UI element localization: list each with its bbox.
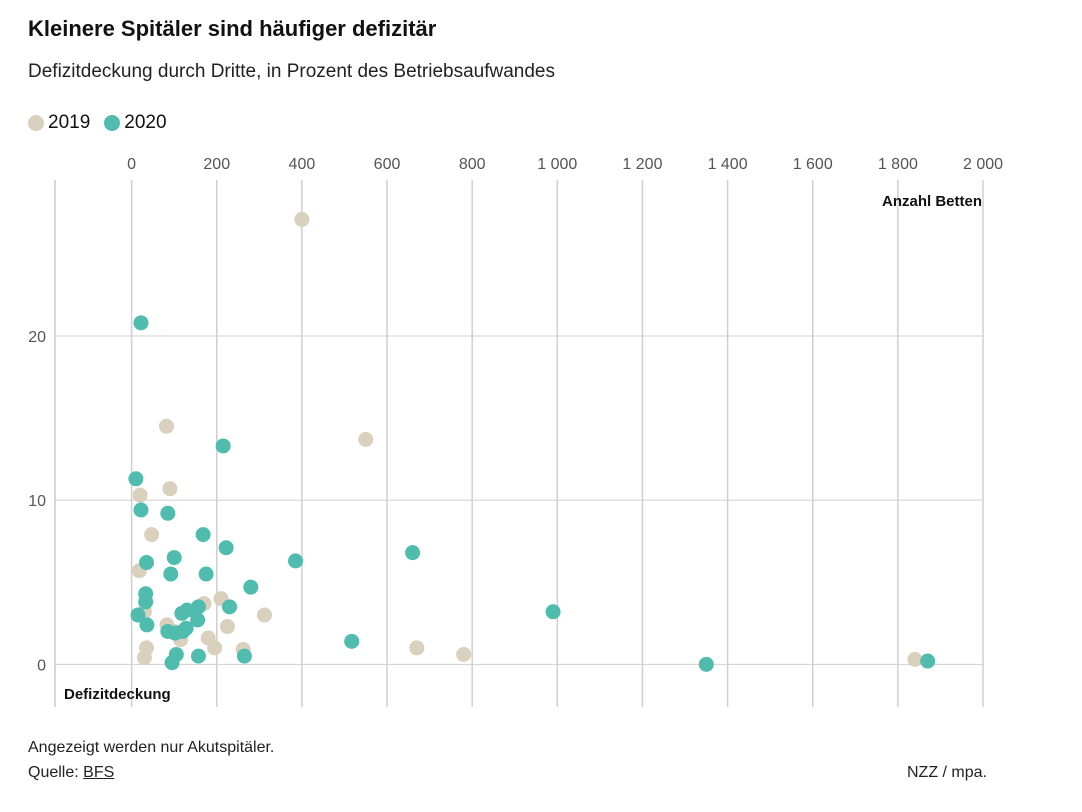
- point-2020: [130, 607, 146, 623]
- x-tick-label: 1 000: [537, 156, 577, 173]
- point-2020: [164, 655, 180, 671]
- point-2020: [167, 625, 183, 641]
- x-tick-label: 1 800: [878, 156, 918, 173]
- point-2020: [139, 555, 155, 571]
- legend-dot-2019: [28, 115, 44, 131]
- point-2019: [136, 650, 152, 666]
- point-2019: [219, 619, 235, 635]
- point-2020: [190, 612, 206, 628]
- point-2020: [222, 599, 238, 615]
- point-2020: [198, 566, 214, 582]
- x-tick-label: 800: [459, 156, 486, 173]
- x-tick-label: 1 200: [622, 156, 662, 173]
- point-2019: [456, 646, 472, 662]
- y-tick-label: 0: [37, 657, 46, 674]
- point-2019: [409, 640, 425, 656]
- legend-label-2019: 2019: [48, 112, 91, 133]
- y-tick-label: 10: [28, 493, 46, 510]
- point-2020: [163, 566, 179, 582]
- legend-dot-2020: [104, 115, 121, 131]
- point-2019: [256, 607, 272, 623]
- point-2019: [294, 211, 310, 227]
- y-tick-label: 20: [28, 329, 46, 346]
- footer-source: Quelle: BFS: [28, 764, 114, 782]
- point-2020: [138, 594, 154, 610]
- point-2020: [215, 438, 231, 454]
- legend-item-2020: 2020: [104, 112, 167, 134]
- point-2020: [545, 604, 561, 620]
- point-2020: [344, 633, 360, 649]
- point-2019: [207, 640, 223, 656]
- point-2020: [920, 653, 936, 669]
- point-2020: [166, 550, 182, 566]
- point-2020: [195, 527, 211, 543]
- y-axis-title: Defizitdeckung: [64, 686, 171, 703]
- footer-credit: NZZ / mpa.: [906, 764, 987, 781]
- point-2019: [162, 481, 178, 497]
- x-tick-label: 2 000: [963, 156, 1003, 173]
- point-2020: [160, 505, 176, 521]
- x-tick-label: 0: [127, 156, 136, 173]
- chart-title: Kleinere Spitäler sind häufiger defizitä…: [28, 16, 437, 41]
- x-tick-label: 400: [289, 156, 316, 173]
- point-2020: [128, 471, 144, 487]
- scatter-chart: 0 200 400 600 800 1 000 1 200 1 400 1 600 1 800 2 …: [28, 156, 1003, 707]
- point-2019: [132, 487, 148, 503]
- point-2020: [190, 599, 206, 615]
- point-2020: [133, 315, 149, 331]
- point-2019: [159, 418, 175, 434]
- legend-item-2019: 2019: [28, 112, 90, 134]
- footer-note: Angezeigt werden nur Akutspitäler.: [28, 739, 275, 756]
- point-2020: [288, 553, 304, 569]
- source-link[interactable]: BFS: [83, 764, 115, 781]
- point-2020: [218, 540, 234, 556]
- point-2020: [133, 502, 149, 518]
- x-tick-label: 600: [374, 156, 401, 173]
- chart-subtitle: Defizitdeckung durch Dritte, in Prozent …: [28, 61, 555, 82]
- source-prefix: Quelle:: [28, 764, 84, 781]
- point-2020: [190, 648, 206, 664]
- legend: 2019 2020: [28, 112, 181, 134]
- point-2019: [907, 651, 923, 667]
- x-axis-title: Anzahl Betten: [882, 193, 982, 210]
- point-2019: [358, 431, 374, 447]
- point-2020: [139, 617, 155, 633]
- x-tick-label: 200: [203, 156, 230, 173]
- x-tick-label: 1 400: [708, 156, 748, 173]
- point-2020: [243, 579, 259, 595]
- x-tick-label: 1 600: [793, 156, 833, 173]
- point-2020: [405, 545, 421, 561]
- point-2020: [698, 656, 714, 672]
- point-2019: [144, 527, 160, 543]
- legend-label-2020: 2020: [124, 112, 167, 133]
- point-2020: [236, 648, 252, 664]
- point-2020: [174, 605, 190, 621]
